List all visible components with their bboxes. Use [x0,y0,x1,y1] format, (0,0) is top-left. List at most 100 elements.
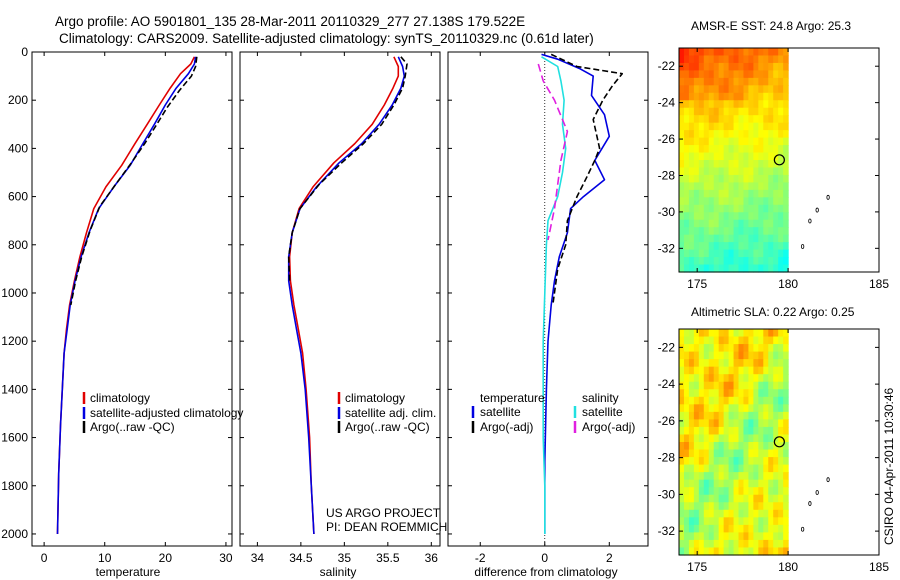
map-cell [718,396,725,405]
map-cell [698,396,705,405]
map-cell [693,160,700,169]
map-cell [683,517,690,526]
map-cell [733,487,740,496]
map-cell [688,336,695,345]
map-cell [733,227,740,236]
map-cell [753,122,759,131]
map-cell [693,517,700,526]
map-cell [758,48,764,57]
map-cell [773,182,779,191]
map-cell [679,539,685,549]
map-cell [708,381,715,390]
map-cell [693,524,700,533]
map-cell [733,174,740,183]
map-cell [713,227,720,236]
map-cell [758,329,764,338]
map-cell [763,160,769,169]
map-cell [773,479,779,488]
map-cell [688,509,695,518]
map-cell [748,227,754,236]
map-cell [748,107,754,116]
map-cell [748,204,754,213]
map-cell [748,479,754,488]
map-cell [738,115,745,124]
map-cell [698,404,705,413]
map-cell [708,174,715,183]
map-cell [723,212,730,221]
map-cell [778,189,784,198]
map-cell [753,145,759,154]
map-cell [778,381,784,390]
map-cell [688,396,695,405]
map-cell [679,396,685,405]
map-cell [703,479,710,488]
map-cell [703,55,710,64]
temperature-plot: 0 10 20 30 0 200 400 600 800 1000 1200 1400 1600 1800… [1,45,233,565]
map-cell [778,396,784,405]
map-cell [763,48,769,57]
map-cell [698,419,705,428]
map-cell [733,359,740,368]
map-cell [733,547,740,556]
map-cell [773,264,779,273]
map-cell [723,167,730,176]
map-cell [753,351,759,360]
map-cell [738,160,745,169]
map-cell [758,374,764,383]
map-cell [723,426,730,436]
map-cell [698,264,705,273]
map-cell [688,381,695,390]
series-line-argo-raw-qc [287,56,408,281]
map-cell [773,539,779,549]
map-cell [708,374,715,383]
map-cell [783,359,789,368]
map-cell [713,62,720,71]
map-cell [708,249,715,258]
map-cell [698,502,705,511]
series-line-temperature-satellite [541,53,611,534]
map-cell [688,107,695,116]
map-cell [713,547,720,556]
map-cell [703,419,710,428]
map-cell [679,152,685,161]
map-cell [683,197,690,206]
map-cell [713,92,720,101]
map-cell [743,389,750,398]
map-cell [728,204,735,213]
map-cell [738,48,745,57]
map-cell [763,329,769,338]
y-tick-label: -26 [658,132,676,146]
map-cell [698,130,705,139]
map-cell [778,502,784,511]
map-cell [753,374,759,383]
map-cell [763,449,769,458]
map-cell [703,152,710,161]
map-cell [718,344,725,353]
map-cell [768,464,774,473]
map-cell [763,381,769,390]
map-cell [679,107,685,116]
map-cell [768,359,774,368]
map-cell [713,107,720,116]
map-cell [778,219,784,228]
map-cell [768,152,774,161]
map-cell [778,366,784,375]
map-cell [683,344,690,353]
map-cell [743,329,750,338]
map-cell [688,366,695,375]
map-cell [763,219,769,228]
map-cell [773,242,779,251]
map-cell [713,381,720,390]
map-cell [743,100,750,109]
map-cell [723,374,730,383]
map-cell [743,396,750,405]
map-cell [748,197,754,206]
map-cell [733,70,740,79]
map-cell [683,404,690,413]
map-cell [723,55,730,64]
map-cell [783,487,789,496]
map-cell [753,359,759,368]
map-cell [738,55,745,64]
map-cell [743,152,750,161]
map-cell [783,62,789,71]
